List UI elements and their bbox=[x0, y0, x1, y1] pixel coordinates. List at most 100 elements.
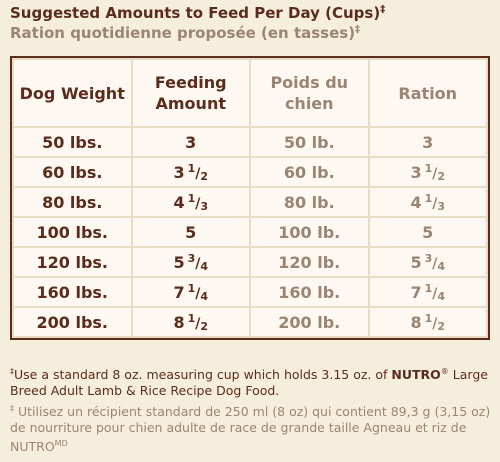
fraction-denominator: 4 bbox=[437, 289, 446, 303]
cell: 100 lbs. bbox=[14, 218, 131, 246]
footnote-text: Large Breed Adult Lamb & Rice Recipe Dog… bbox=[10, 367, 488, 399]
fraction-numerator: 1 bbox=[424, 161, 433, 175]
fraction-denominator: 2 bbox=[437, 319, 446, 333]
column-header: Poids du chien bbox=[251, 60, 368, 126]
cell-value: 160 lb. bbox=[278, 282, 341, 302]
cell-value: 5 bbox=[410, 252, 422, 272]
subtitle: Ration quotidienne proposée (en tasses)‡ bbox=[10, 24, 360, 42]
row: 160 lbs. 7 1/4 160 lb. 7 1/4 bbox=[14, 278, 486, 306]
cell: 5 bbox=[369, 218, 486, 246]
cell: 3 1/2 bbox=[369, 158, 486, 186]
row: 50 lbs. 3 50 lb. 3 bbox=[14, 128, 486, 156]
cell: 80 lb. bbox=[251, 188, 368, 216]
fraction-denominator: 4 bbox=[200, 289, 209, 303]
title-text: Suggested Amounts to Feed Per Day (Cups) bbox=[10, 4, 381, 22]
fraction-numerator: 1 bbox=[187, 281, 196, 295]
cell: 7 1/4 bbox=[369, 278, 486, 306]
cell-value: 60 lb. bbox=[283, 162, 335, 182]
trademark: MD bbox=[54, 439, 68, 449]
cell-value: 100 lbs. bbox=[36, 222, 108, 242]
cell: 120 lb. bbox=[251, 248, 368, 276]
cell: 200 lb. bbox=[251, 308, 368, 336]
cell: 4 1/3 bbox=[132, 188, 249, 216]
cell: 160 lbs. bbox=[14, 278, 131, 306]
row: 120 lbs. 5 3/4 120 lb. 5 3/4 bbox=[14, 248, 486, 276]
cell-value: 8 bbox=[410, 312, 422, 332]
row: 100 lbs. 5 100 lb. 5 bbox=[14, 218, 486, 246]
fraction-slash: / bbox=[195, 165, 201, 182]
fraction-numerator: 1 bbox=[187, 311, 196, 325]
fraction-numerator: 1 bbox=[424, 281, 433, 295]
fraction-slash: / bbox=[195, 195, 201, 212]
fraction-numerator: 1 bbox=[187, 161, 196, 175]
footnote-text: Utilisez un récipient standard de 250 ml… bbox=[10, 404, 491, 455]
row: 80 lbs. 4 1/3 80 lb. 4 1/3 bbox=[14, 188, 486, 216]
fraction-slash: / bbox=[195, 285, 201, 302]
footnote-mark: ‡ bbox=[10, 367, 14, 376]
fraction-slash: / bbox=[195, 255, 201, 272]
fraction-numerator: 3 bbox=[187, 251, 196, 265]
cell-value: 50 lbs. bbox=[42, 132, 103, 152]
fraction-denominator: 2 bbox=[200, 169, 209, 183]
cell-value: 50 lb. bbox=[283, 132, 335, 152]
fraction-slash: / bbox=[432, 315, 438, 332]
cell-value: 60 lbs. bbox=[42, 162, 103, 182]
fraction-slash: / bbox=[432, 165, 438, 182]
column-header: Ration bbox=[369, 60, 486, 126]
fraction-denominator: 4 bbox=[200, 259, 209, 273]
cell: 160 lb. bbox=[251, 278, 368, 306]
cell-value: 3 bbox=[185, 132, 197, 152]
cell: 5 3/4 bbox=[369, 248, 486, 276]
brand: NUTRO bbox=[391, 367, 441, 383]
cell-value: 7 bbox=[173, 282, 185, 302]
fraction-numerator: 1 bbox=[424, 311, 433, 325]
cell-value: 5 bbox=[173, 252, 185, 272]
cell: 60 lbs. bbox=[14, 158, 131, 186]
fraction-denominator: 4 bbox=[437, 259, 446, 273]
cell: 120 lbs. bbox=[14, 248, 131, 276]
cell-value: 100 lb. bbox=[278, 222, 341, 242]
cell: 8 1/2 bbox=[132, 308, 249, 336]
fraction-denominator: 2 bbox=[437, 169, 446, 183]
subtitle-mark: ‡ bbox=[355, 24, 361, 35]
cell: 200 lbs. bbox=[14, 308, 131, 336]
feeding-table: Dog Weight Feeding Amount Poids du chien Ra… bbox=[10, 56, 490, 340]
cell-value: 160 lbs. bbox=[36, 282, 108, 302]
cell: 3 bbox=[132, 128, 249, 156]
cell: 60 lb. bbox=[251, 158, 368, 186]
cell: 80 lbs. bbox=[14, 188, 131, 216]
cell-value: 80 lbs. bbox=[42, 192, 103, 212]
footnote-text: Use a standard 8 oz. measuring cup which… bbox=[14, 367, 392, 383]
fraction-numerator: 1 bbox=[424, 191, 433, 205]
cell-value: 3 bbox=[422, 132, 434, 152]
title: Suggested Amounts to Feed Per Day (Cups)… bbox=[10, 4, 385, 22]
cell-value: 120 lb. bbox=[278, 252, 341, 272]
cell: 7 1/4 bbox=[132, 278, 249, 306]
cell-value: 120 lbs. bbox=[36, 252, 108, 272]
cell: 4 1/3 bbox=[369, 188, 486, 216]
fraction-denominator: 3 bbox=[437, 199, 446, 213]
column-header: Dog Weight bbox=[14, 60, 131, 126]
footnotes: ‡Use a standard 8 oz. measuring cup whic… bbox=[10, 364, 494, 455]
table: Dog Weight Feeding Amount Poids du chien Ra… bbox=[12, 58, 488, 338]
footnote-english: ‡Use a standard 8 oz. measuring cup whic… bbox=[10, 364, 494, 399]
fraction-slash: / bbox=[432, 255, 438, 272]
cell: 50 lb. bbox=[251, 128, 368, 156]
cell: 3 bbox=[369, 128, 486, 156]
cell-value: 3 bbox=[410, 162, 422, 182]
cell-value: 200 lbs. bbox=[36, 312, 108, 332]
footnote-french: ‡ Utilisez un récipient standard de 250 … bbox=[10, 401, 494, 455]
subtitle-text: Ration quotidienne proposée (en tasses) bbox=[10, 24, 356, 42]
fraction-slash: / bbox=[195, 315, 201, 332]
cell-value: 4 bbox=[410, 192, 422, 212]
cell-value: 200 lb. bbox=[278, 312, 341, 332]
cell-value: 7 bbox=[410, 282, 422, 302]
fraction-slash: / bbox=[432, 285, 438, 302]
cell: 5 3/4 bbox=[132, 248, 249, 276]
header-row: Dog Weight Feeding Amount Poids du chien Ra… bbox=[14, 60, 486, 126]
cell-value: 3 bbox=[173, 162, 185, 182]
cell: 100 lb. bbox=[251, 218, 368, 246]
fraction-denominator: 3 bbox=[200, 199, 209, 213]
cell: 5 bbox=[132, 218, 249, 246]
